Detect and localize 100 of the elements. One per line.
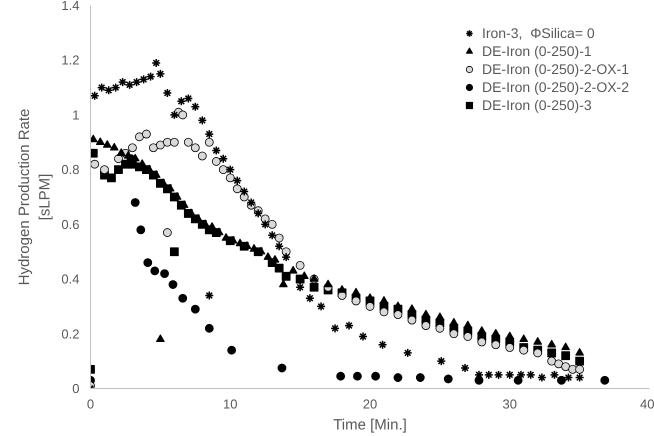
point [160, 269, 169, 278]
point [575, 356, 584, 366]
point [116, 148, 126, 156]
point [505, 343, 514, 352]
point [366, 302, 374, 311]
point [178, 110, 188, 120]
point [110, 82, 120, 92]
y-tick-label: 0.2 [61, 326, 80, 342]
point [449, 318, 458, 326]
point [575, 348, 584, 356]
point [491, 340, 500, 350]
point [533, 348, 542, 358]
point [477, 338, 486, 346]
point [253, 208, 263, 218]
point [151, 58, 161, 68]
point [516, 370, 526, 380]
legend-label: DE-Iron (0-250)-1 [482, 43, 592, 59]
point [550, 370, 560, 380]
point [575, 364, 584, 374]
point [90, 160, 100, 169]
point [519, 334, 528, 342]
point [110, 142, 119, 150]
point [260, 220, 270, 230]
point [218, 154, 228, 164]
point [491, 328, 500, 336]
point [505, 332, 514, 340]
point [118, 77, 128, 87]
point [537, 372, 547, 382]
y-tick-label: 1 [72, 107, 80, 122]
x-tick-label: 10 [223, 396, 238, 412]
point [416, 373, 425, 382]
point [226, 164, 235, 174]
point [274, 234, 284, 242]
point [449, 329, 458, 338]
point [232, 184, 242, 194]
point [494, 370, 504, 380]
point [557, 376, 566, 385]
point [130, 198, 140, 207]
point [353, 372, 362, 381]
point [402, 348, 412, 358]
y-tick-label: 0 [72, 381, 80, 396]
point [526, 370, 536, 380]
point [436, 356, 446, 366]
x-tick-label: 20 [362, 396, 378, 412]
point [547, 348, 556, 358]
point [296, 261, 305, 270]
y-axis-title: Hydrogen Production Rate [sLPM] [16, 108, 54, 286]
point [162, 88, 172, 98]
point [128, 143, 137, 152]
point [574, 372, 584, 382]
x-tick-label: 30 [502, 396, 517, 412]
point [267, 230, 277, 240]
point [190, 102, 200, 112]
point [564, 372, 574, 382]
point [96, 137, 105, 145]
point [107, 173, 116, 182]
point [281, 252, 291, 262]
point [380, 296, 388, 304]
point [156, 69, 166, 79]
point [295, 282, 305, 292]
point [444, 374, 453, 384]
point [143, 258, 152, 268]
point [366, 293, 374, 301]
point [435, 324, 444, 333]
point [533, 336, 542, 345]
point [561, 342, 570, 350]
point [330, 324, 340, 334]
point [150, 266, 160, 276]
point [274, 241, 284, 251]
point [394, 373, 402, 382]
point [198, 152, 207, 160]
point [227, 346, 236, 355]
point [561, 362, 570, 372]
point [156, 334, 165, 342]
point [352, 296, 360, 306]
y-tick-label: 1.4 [61, 0, 80, 13]
point [218, 165, 228, 174]
point [484, 370, 494, 380]
point [246, 198, 256, 208]
point [170, 110, 180, 120]
point [190, 304, 200, 314]
point [232, 176, 242, 186]
point [204, 138, 214, 147]
point [554, 359, 564, 368]
point [316, 302, 326, 312]
point [547, 356, 556, 366]
point [358, 332, 368, 342]
point [435, 312, 444, 320]
y-tick-label: 1.2 [61, 52, 80, 68]
point [114, 165, 123, 174]
point [344, 320, 354, 330]
point [176, 96, 186, 106]
point [96, 82, 106, 92]
x-tick-label: 0 [86, 396, 94, 412]
point [162, 228, 172, 237]
point [132, 77, 142, 87]
point [100, 165, 109, 174]
point [198, 116, 208, 126]
point [305, 293, 315, 303]
point [170, 247, 179, 256]
